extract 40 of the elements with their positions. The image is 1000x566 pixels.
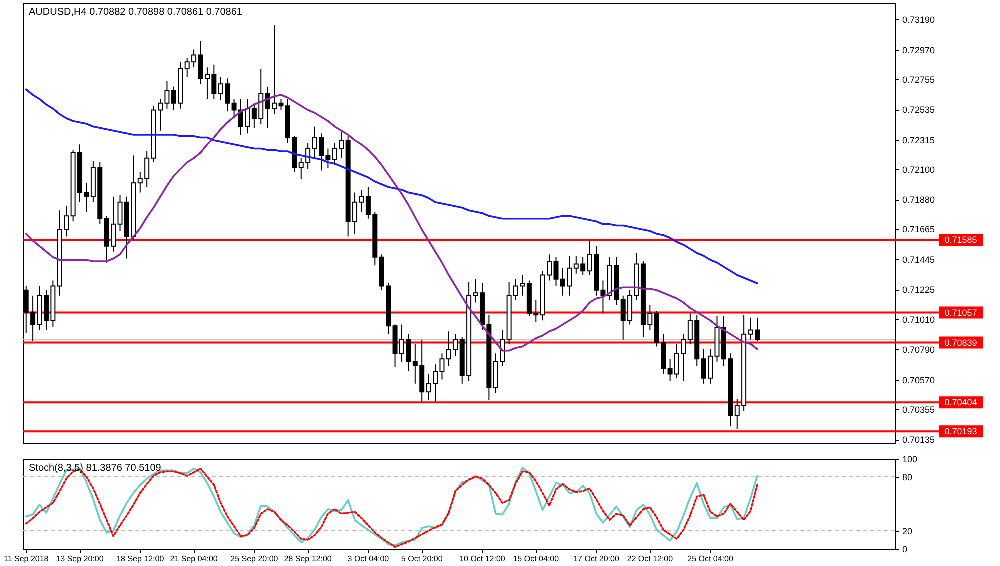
x-tick-label: 18 Sep 12:00 [116,554,165,564]
x-tick-label: 25 Sep 20:00 [230,554,279,564]
y-tick-label: 0.70570 [902,375,936,386]
y-tick-label: 0.72755 [902,74,936,85]
x-tick-label: 3 Oct 04:00 [348,554,390,564]
x-tick-label: 13 Sep 20:00 [56,554,104,564]
ref-line-label: 0.70193 [944,426,978,437]
y-tick-label: 0.72100 [902,164,936,175]
y-tick-label: 0.71880 [902,195,936,206]
x-tick-label: 21 Sep 04:00 [170,554,218,564]
ref-line-label: 0.70404 [944,398,978,408]
y-tick-label: 0.71445 [902,254,936,265]
y-tick-label: 0.70135 [902,435,936,446]
chart-title: Stoch(8,3,5) 81.3876 70.5109 [29,463,162,474]
line-series [25,88,758,284]
y-tick-label: 0.70355 [902,404,936,415]
x-tick-label: 10 Oct 12:00 [460,554,506,564]
x-tick-label: 28 Sep 12:00 [284,554,332,564]
y-tick-label: 0.71225 [902,285,936,296]
y-tick-label: 0.70790 [902,345,936,355]
ref-line-label: 0.71057 [944,308,978,318]
y-tick-label: 0.71010 [902,314,936,325]
ref-line-label: 0.70839 [944,338,978,348]
y-tick-label: 0.72315 [902,135,936,146]
ref-line-label: 0.71585 [944,235,978,246]
y-tick-label: 80 [902,472,913,482]
x-tick-label: 15 Oct 04:00 [513,554,560,564]
x-tick-label: 5 Oct 20:00 [401,554,444,564]
y-tick-label: 0.72970 [902,45,936,56]
x-tick-label: 22 Oct 12:00 [627,554,674,564]
chart-title: AUDUSD,H4 0.70882 0.70898 0.70861 0.70861 [29,7,243,18]
x-tick-label: 17 Oct 20:00 [574,554,620,564]
x-tick-label: 11 Sep 2018 [4,554,50,564]
y-tick-label: 0.72535 [902,105,936,116]
y-tick-label: 0.71665 [902,224,936,235]
y-tick-label: 100 [902,454,918,464]
x-tick-label: 25 Oct 04:00 [688,554,734,564]
y-tick-label: 20 [902,526,913,536]
y-tick-label: 0.73190 [902,15,936,25]
y-tick-label: 0 [902,544,908,554]
